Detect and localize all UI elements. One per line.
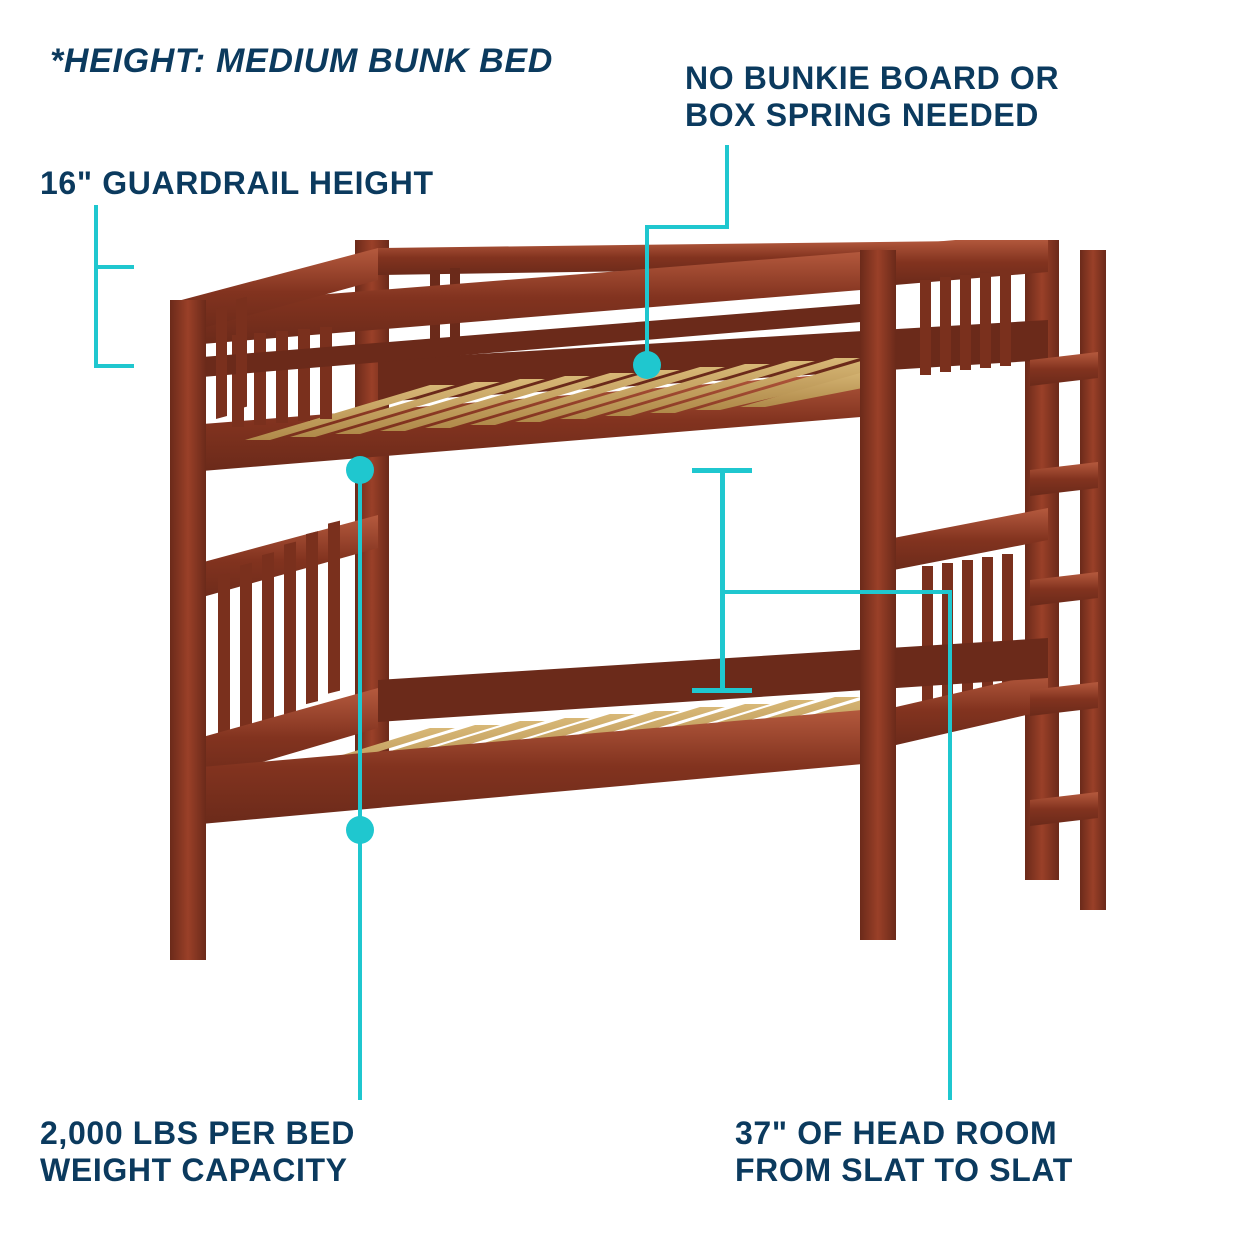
leader-nobunkie-dot [633,351,661,379]
bunk-bed-illustration [130,240,1130,970]
leader-guardrail-bracket-top [94,265,134,269]
leader-weight-dot-upper [346,456,374,484]
label-no-bunkie: NO BUNKIE BOARD OR BOX SPRING NEEDED [685,60,1059,134]
label-headroom-line2: FROM SLAT TO SLAT [735,1152,1073,1189]
label-headroom-line1: 37" OF HEAD ROOM [735,1115,1073,1152]
leader-weight-dot-lower [346,816,374,844]
label-guardrail-height-text: 16" GUARDRAIL HEIGHT [40,165,434,201]
leader-guardrail-bracket-v [94,265,98,368]
leader-headroom-ibeam-top [692,468,752,473]
leader-nobunkie-v [725,145,729,225]
leader-guardrail-bracket-bottom [94,364,134,368]
title-height: *HEIGHT: MEDIUM BUNK BED [50,42,553,81]
leader-headroom-v [948,590,952,1100]
leader-headroom-ibeam-bottom [692,688,752,693]
label-weight-capacity: 2,000 LBS PER BED WEIGHT CAPACITY [40,1115,355,1189]
label-weight-line2: WEIGHT CAPACITY [40,1152,355,1189]
leader-guardrail-stem [94,205,98,265]
infographic-canvas: { "colors": { "label": "#0b3a5e", "accen… [0,0,1250,1250]
label-no-bunkie-line1: NO BUNKIE BOARD OR [685,60,1059,97]
label-headroom: 37" OF HEAD ROOM FROM SLAT TO SLAT [735,1115,1073,1189]
leader-headroom-h [722,590,948,594]
leader-weight-v [358,470,362,1100]
leader-headroom-ibeam-v [720,470,725,690]
label-no-bunkie-line2: BOX SPRING NEEDED [685,97,1059,134]
label-guardrail-height: 16" GUARDRAIL HEIGHT [40,165,434,202]
leader-nobunkie-h [645,225,729,229]
leader-nobunkie-v2 [645,225,649,365]
label-weight-line1: 2,000 LBS PER BED [40,1115,355,1152]
